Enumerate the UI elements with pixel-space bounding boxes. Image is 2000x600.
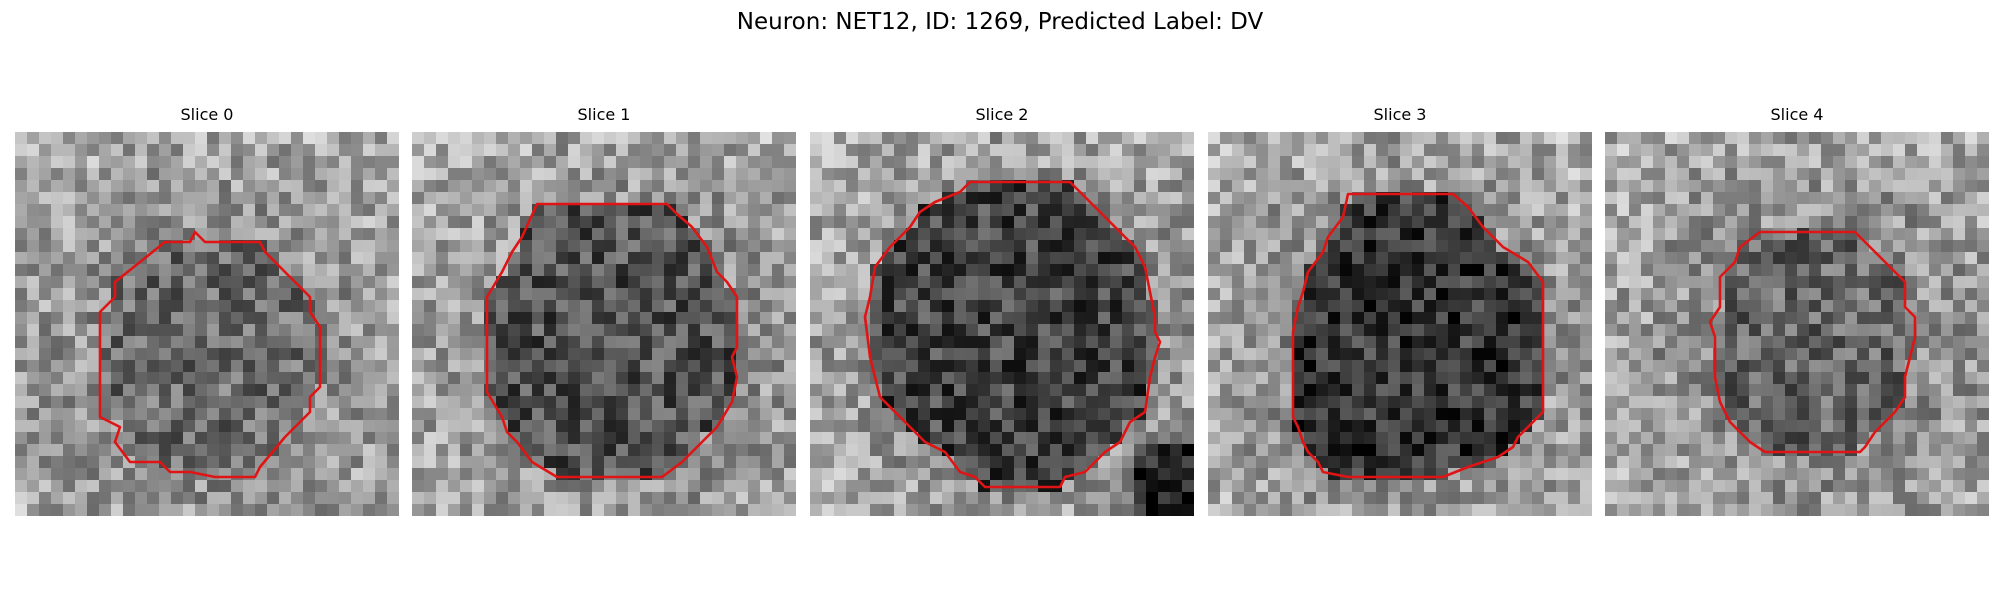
slice-image bbox=[412, 132, 796, 516]
slice-title: Slice 0 bbox=[180, 105, 234, 124]
roi-contour bbox=[485, 202, 739, 479]
slice-image bbox=[1208, 132, 1592, 516]
pixel-grid bbox=[1605, 132, 1989, 516]
slice-title: Slice 1 bbox=[577, 105, 631, 124]
pixel-grid bbox=[1208, 132, 1592, 516]
slice-image bbox=[1605, 132, 1989, 516]
slice-image bbox=[15, 132, 399, 516]
pixel-grid bbox=[810, 132, 1194, 516]
slice-title: Slice 3 bbox=[1373, 105, 1427, 124]
slice-title: Slice 4 bbox=[1770, 105, 1824, 124]
pixel-grid bbox=[412, 132, 796, 516]
roi-contour bbox=[1708, 230, 1917, 454]
roi-contour bbox=[863, 180, 1162, 489]
figure-title: Neuron: NET12, ID: 1269, Predicted Label… bbox=[736, 9, 1264, 35]
slice-image bbox=[810, 132, 1194, 516]
roi-contour bbox=[98, 230, 322, 479]
slice-title: Slice 2 bbox=[975, 105, 1029, 124]
roi-contour bbox=[1291, 192, 1545, 479]
pixel-grid bbox=[15, 132, 399, 516]
